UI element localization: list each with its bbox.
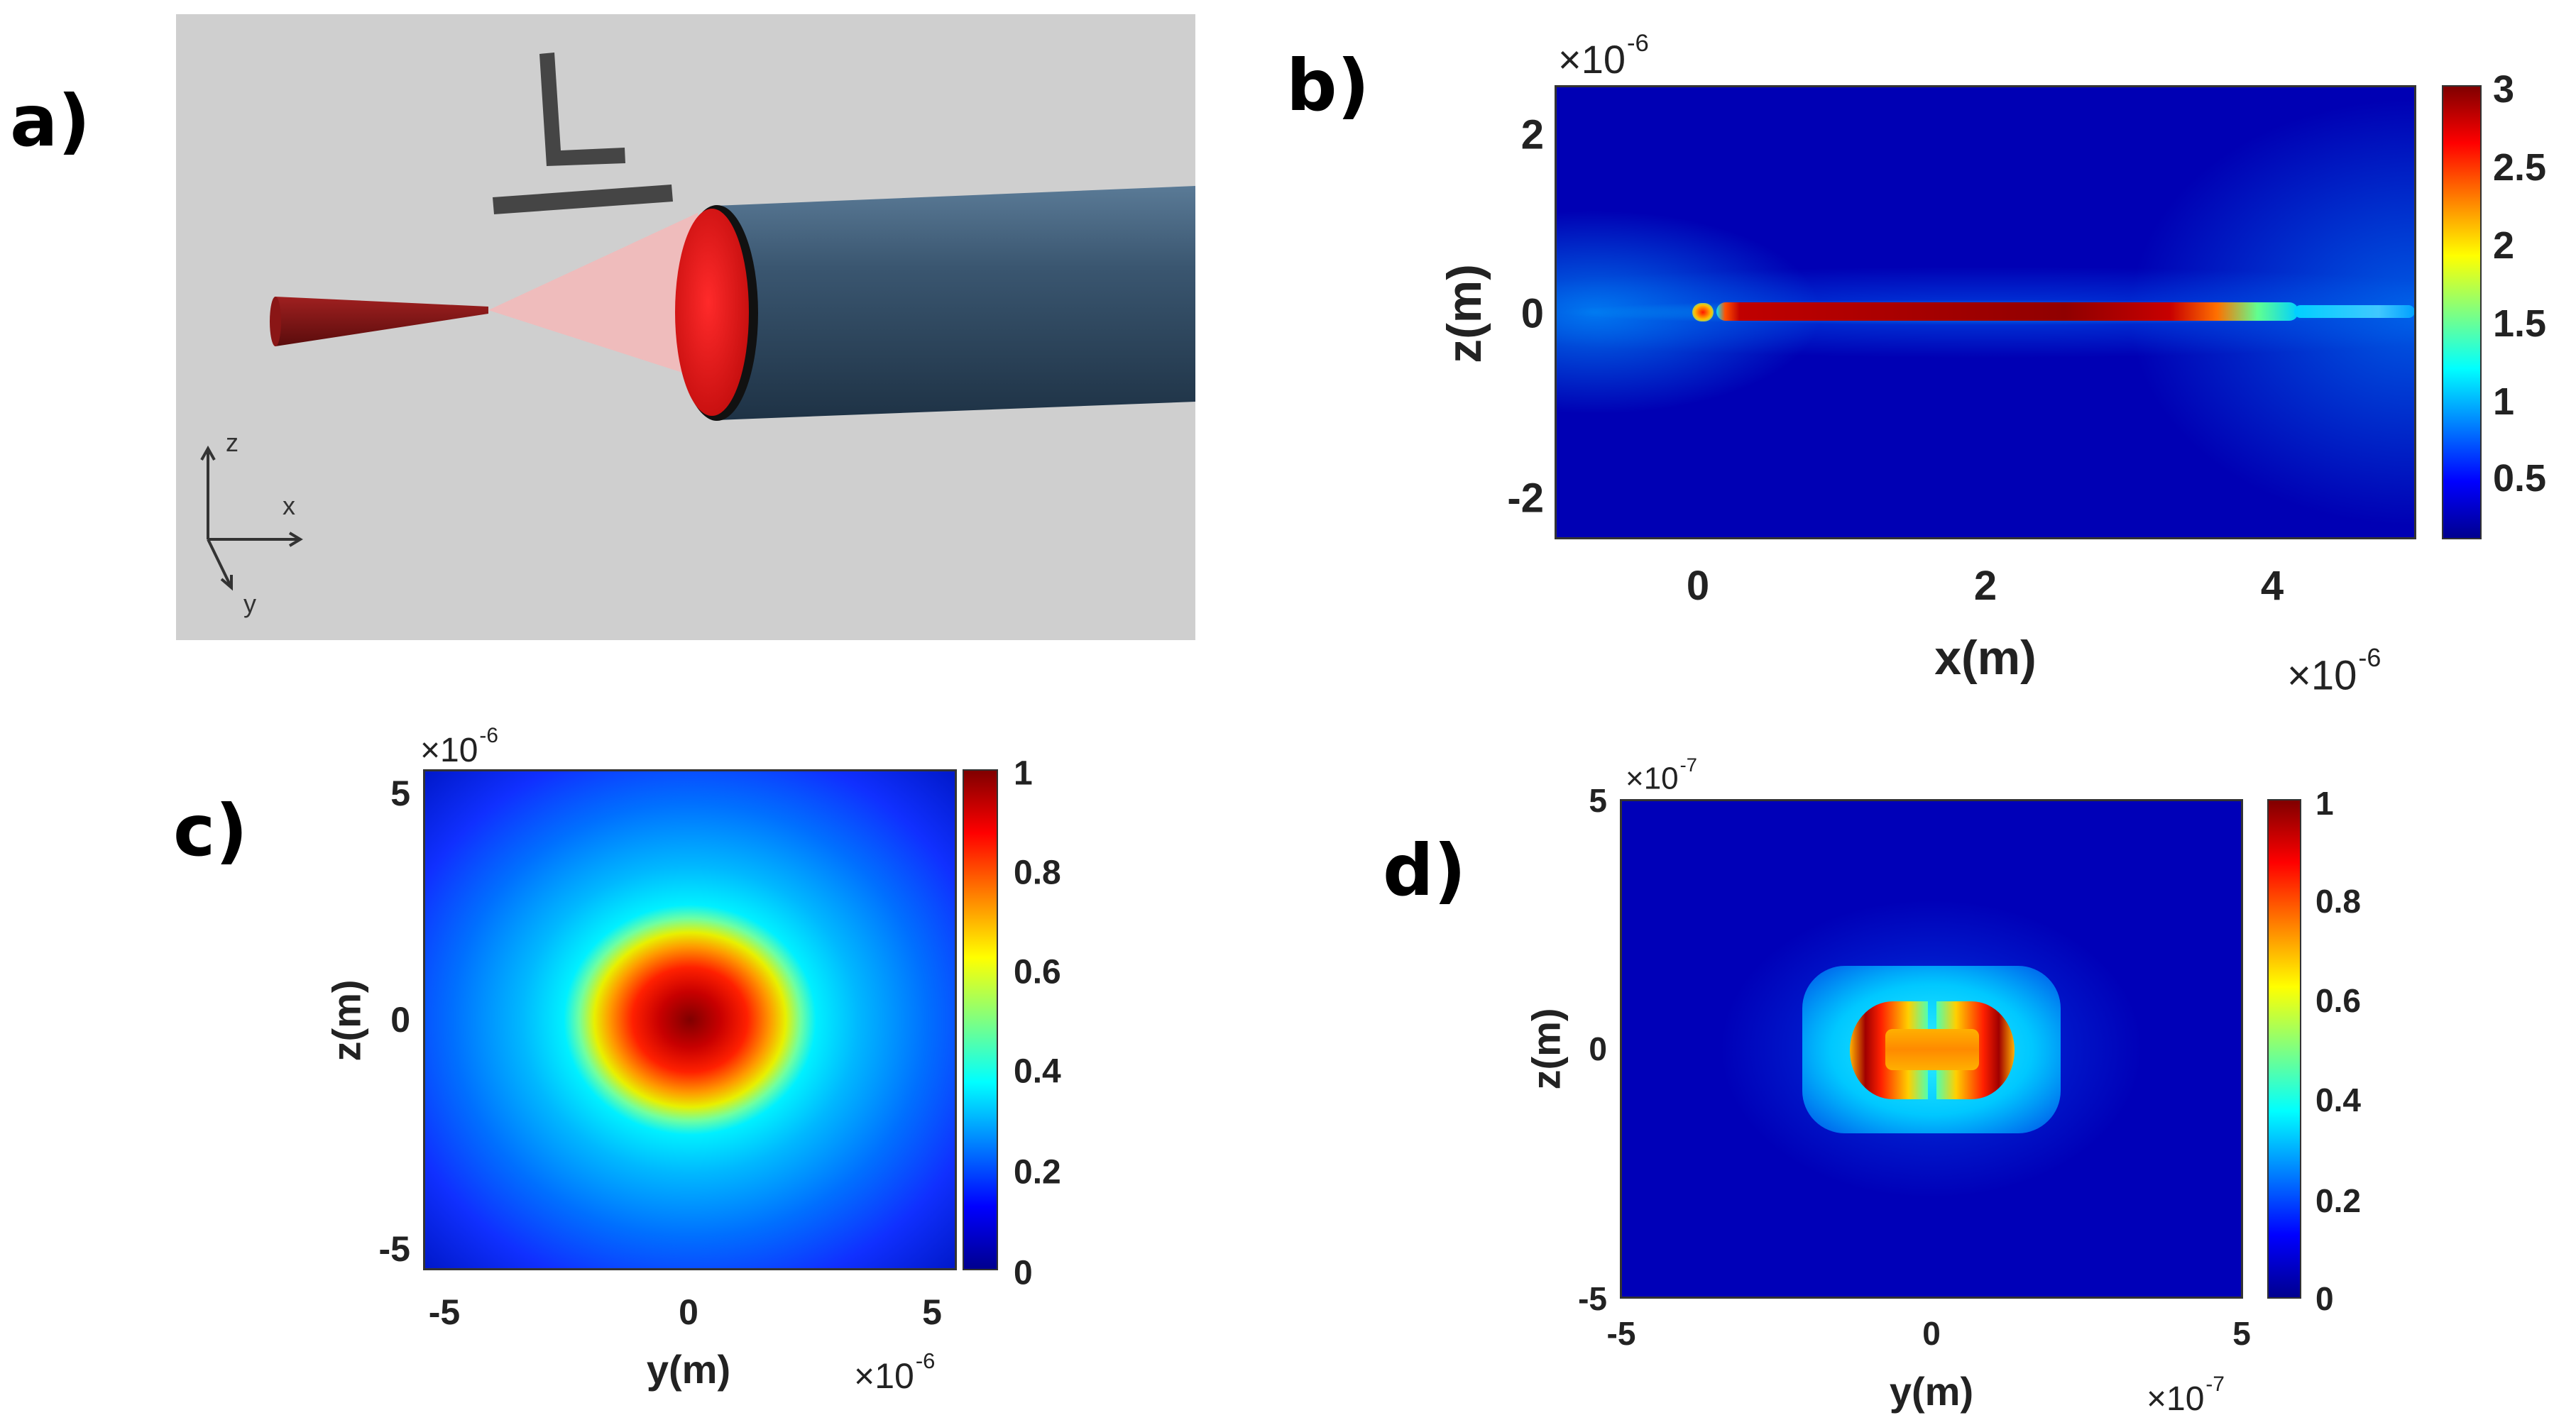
panel-b-cbar-tick: 0.5 xyxy=(2493,457,2547,500)
panel-c-xtick: 0 xyxy=(679,1292,698,1332)
panel-b-xlabel: x(m) xyxy=(1934,631,2037,685)
panel-c-xtick: -5 xyxy=(428,1292,461,1332)
panel-d-label: d) xyxy=(1383,829,1467,912)
panel-d-cbar-tick: 0.4 xyxy=(2315,1082,2361,1118)
panel-b-label: b) xyxy=(1286,44,1370,127)
optical-fiber xyxy=(716,186,1195,420)
panel-c-cbar-tick: 0 xyxy=(1014,1254,1033,1292)
panel-a-label: a) xyxy=(10,79,91,163)
panel-d-xlabel: y(m) xyxy=(1889,1369,1974,1414)
panel-b-cbar-tick: 2 xyxy=(2493,224,2515,267)
panel-c-colorbar xyxy=(963,769,998,1270)
panel-b-xtick: 4 xyxy=(2260,563,2284,609)
axis-y-label: y xyxy=(243,589,256,618)
panel-b-ytick: 2 xyxy=(1520,111,1544,158)
panel-d-cbar-tick: 0 xyxy=(2315,1280,2334,1317)
panel-c-y-exponent: ×10-6 xyxy=(420,724,498,769)
coordinate-axes xyxy=(200,445,303,591)
panel-d-cbar-tick: 0.2 xyxy=(2315,1182,2361,1219)
panel-d-xtick: 0 xyxy=(1922,1315,1941,1352)
panel-d-y-exponent: ×10-7 xyxy=(1626,754,1697,796)
panel-d-ytick: -5 xyxy=(1578,1280,1607,1317)
panel-c-cbar-tick: 0.8 xyxy=(1014,854,1061,892)
panel-d-ytick: 5 xyxy=(1589,782,1607,819)
panel-d-ytick: 0 xyxy=(1589,1030,1607,1067)
panel-b-cbar-tick: 3 xyxy=(2493,68,2515,111)
panel-b-cbar-tick: 1.5 xyxy=(2493,302,2547,345)
panel-c-cbar-tick: 0.2 xyxy=(1014,1153,1061,1192)
panel-d-heatmap xyxy=(1621,800,2242,1297)
panel-c-cbar-tick: 0.6 xyxy=(1014,953,1061,991)
panel-b-ylabel: z(m) xyxy=(1437,264,1491,363)
panel-b-ytick: -2 xyxy=(1507,475,1544,522)
panel-b-ytick: 0 xyxy=(1520,290,1544,337)
panel-c-cbar-tick: 0.4 xyxy=(1014,1052,1061,1091)
panel-d-xtick: -5 xyxy=(1606,1315,1636,1352)
panel-c-ytick: -5 xyxy=(378,1229,410,1269)
panel-b-xtick: 2 xyxy=(1973,563,1997,609)
distance-marker-bar xyxy=(493,185,673,214)
panel-b-cbar-tick: 1 xyxy=(2493,380,2515,423)
panel-a-illustration: z x y xyxy=(176,14,1195,640)
fiber-coupling-scene xyxy=(200,53,1195,591)
panel-d-ylabel: z(m) xyxy=(1523,1008,1569,1090)
panel-d-cbar-tick: 0.6 xyxy=(2315,982,2361,1019)
panel-c-x-exponent: ×10-6 xyxy=(854,1348,936,1396)
panel-b-x-exponent: ×10-6 xyxy=(2287,643,2382,699)
panel-c-ytick: 0 xyxy=(390,1000,410,1040)
fiber-core-face xyxy=(675,209,749,416)
panel-c-label: c) xyxy=(173,789,248,872)
panel-b-cbar-tick: 2.5 xyxy=(2493,146,2547,189)
panel-d-x-exponent: ×10-7 xyxy=(2147,1372,2225,1418)
panel-c-ylabel: z(m) xyxy=(324,979,369,1062)
panel-b-y-exponent: ×10-6 xyxy=(1558,30,1649,82)
panel-b-xtick: 0 xyxy=(1686,563,1710,609)
panel-b-colorbar xyxy=(2442,85,2482,539)
panel-c-plot-frame xyxy=(423,769,957,1270)
axis-x-label: x xyxy=(283,491,295,520)
panel-d-plot-frame xyxy=(1620,799,2243,1299)
panel-b-plot-frame xyxy=(1555,85,2416,539)
panel-c-cbar-tick: 1 xyxy=(1014,754,1033,793)
panel-d-colorbar xyxy=(2267,799,2301,1299)
tapered-tip xyxy=(275,297,488,346)
panel-d-xtick: 5 xyxy=(2232,1315,2251,1352)
panel-b-heatmap xyxy=(1556,87,2415,538)
light-cone xyxy=(488,213,698,378)
axis-z-label: z xyxy=(226,428,239,457)
panel-c-xlabel: y(m) xyxy=(646,1347,731,1392)
panel-c-heatmap xyxy=(424,771,955,1269)
panel-c-ytick: 5 xyxy=(390,774,410,813)
panel-d-cbar-tick: 0.8 xyxy=(2315,883,2361,920)
panel-c-xtick: 5 xyxy=(922,1292,942,1332)
distance-marker-L xyxy=(539,53,625,166)
panel-d-cbar-tick: 1 xyxy=(2315,785,2334,822)
